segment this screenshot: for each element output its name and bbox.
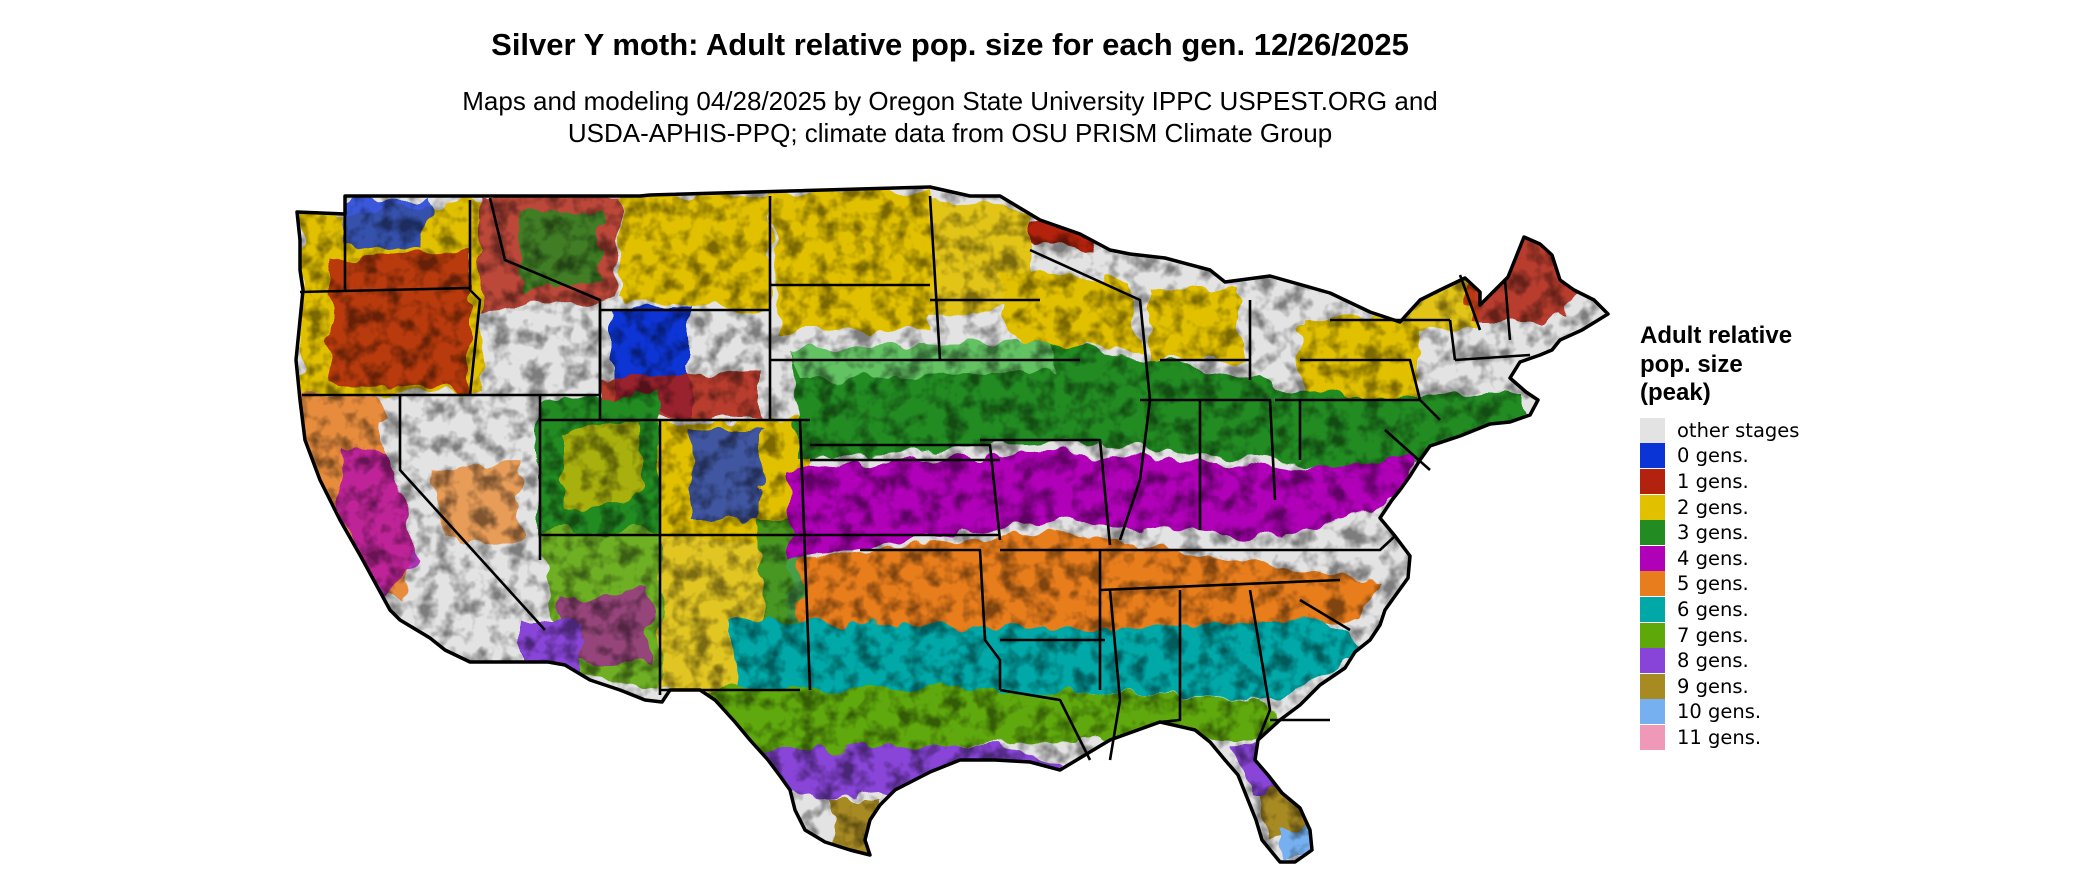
legend-item: 2 gens. xyxy=(1640,494,1940,520)
legend-swatch xyxy=(1640,468,1665,494)
legend-swatch xyxy=(1640,596,1665,622)
legend-item: 1 gens. xyxy=(1640,468,1940,495)
legend-label: 8 gens. xyxy=(1677,649,1749,673)
legend-label: 6 gens. xyxy=(1677,597,1749,621)
legend-swatch xyxy=(1640,494,1665,520)
legend-item: 7 gens. xyxy=(1640,622,1940,648)
legend-item: 6 gens. xyxy=(1640,596,1940,623)
map-legend: Adult relative pop. size (peak) other st… xyxy=(1640,322,1940,750)
legend-label: 5 gens. xyxy=(1677,572,1749,596)
legend-item: 5 gens. xyxy=(1640,571,1940,597)
legend-label: 7 gens. xyxy=(1677,623,1749,647)
legend-title: Adult relative pop. size (peak) xyxy=(1640,322,1793,406)
legend-swatch xyxy=(1640,622,1665,648)
legend-item: 10 gens. xyxy=(1640,699,1940,725)
legend-label: 0 gens. xyxy=(1677,444,1749,468)
map-title: Silver Y moth: Adult relative pop. size … xyxy=(491,27,1409,62)
legend-items: other stages 0 gens. 1 gens. 2 gens. 3 gens.… xyxy=(1640,417,1940,751)
map-subtitle-line2: USDA-APHIS-PPQ; climate data from OSU PR… xyxy=(567,118,1333,148)
legend-item: 11 gens. xyxy=(1640,724,1940,751)
legend-label: 4 gens. xyxy=(1677,546,1749,570)
legend-swatch xyxy=(1640,571,1665,597)
legend-label: 3 gens. xyxy=(1677,521,1749,545)
us-map xyxy=(280,175,1630,895)
legend-label: 1 gens. xyxy=(1677,469,1749,493)
legend-swatch xyxy=(1640,648,1665,674)
legend-swatch xyxy=(1640,699,1665,725)
legend-swatch xyxy=(1640,443,1665,469)
legend-swatch xyxy=(1640,545,1665,571)
legend-item: other stages xyxy=(1640,417,1940,444)
legend-swatch xyxy=(1640,724,1665,750)
legend-swatch xyxy=(1640,673,1665,699)
map-subtitle-line1: Maps and modeling 04/28/2025 by Oregon S… xyxy=(462,86,1438,116)
legend-label: other stages xyxy=(1677,418,1800,442)
legend-label: 9 gens. xyxy=(1677,674,1749,698)
legend-swatch xyxy=(1640,520,1665,546)
legend-item: 3 gens. xyxy=(1640,520,1940,546)
legend-label: 2 gens. xyxy=(1677,495,1749,519)
legend-item: 8 gens. xyxy=(1640,648,1940,674)
legend-label: 10 gens. xyxy=(1677,700,1762,724)
legend-swatch xyxy=(1640,417,1665,443)
legend-label: 11 gens. xyxy=(1677,725,1762,749)
legend-item: 9 gens. xyxy=(1640,673,1940,699)
legend-item: 0 gens. xyxy=(1640,443,1940,469)
legend-item: 4 gens. xyxy=(1640,545,1940,571)
state-borders xyxy=(294,185,1610,864)
